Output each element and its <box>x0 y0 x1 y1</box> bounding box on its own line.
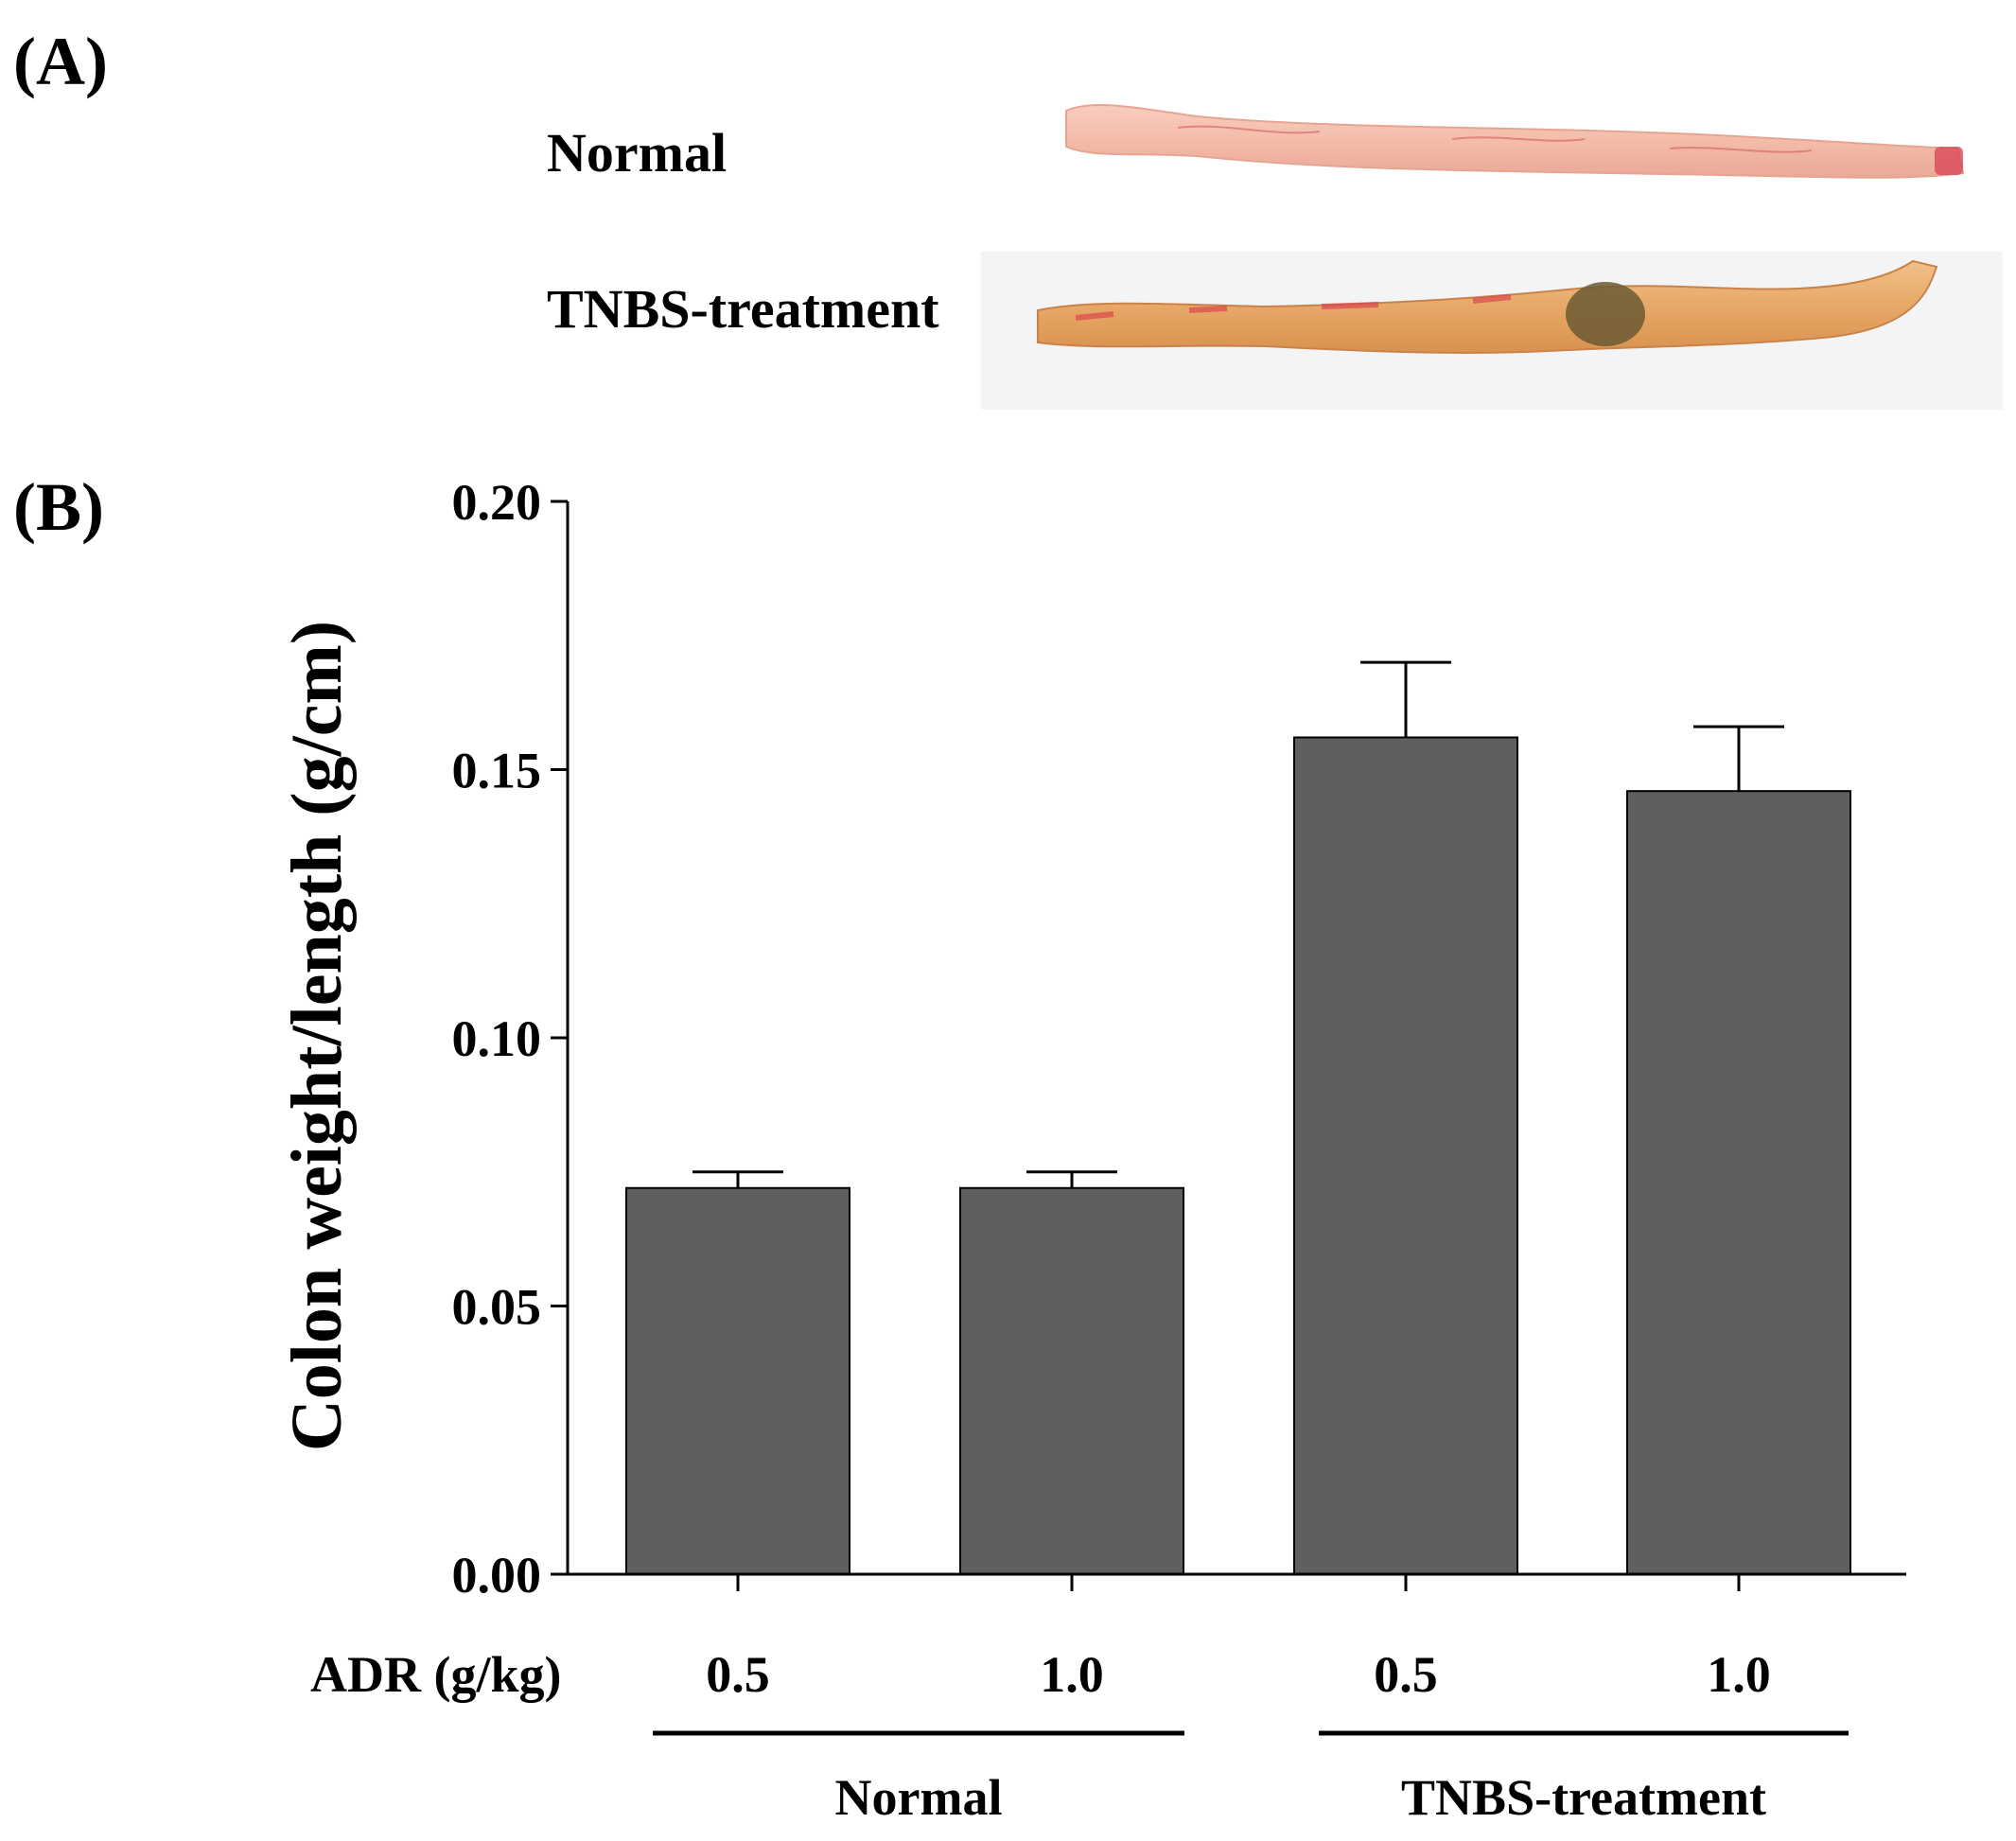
bar-2 <box>1293 736 1518 1575</box>
tnbs-colon-photo <box>981 252 2003 410</box>
x-tick-label-2: 0.5 <box>1374 1646 1438 1703</box>
adr-row-title: ADR (g/kg) <box>310 1646 562 1703</box>
group-label-0: Normal <box>835 1769 1003 1826</box>
bar-1 <box>959 1186 1184 1575</box>
y-tick-label-2: 0.10 <box>452 1010 542 1067</box>
x-ticks-layer: 0.5 1.0 0.5 1.0 <box>706 1574 1771 1703</box>
y-ticks-layer: 0.00 0.05 0.10 0.15 0.20 <box>452 474 568 1604</box>
bar-0 <box>625 1186 850 1575</box>
bar-3 <box>1626 790 1851 1575</box>
panel-b-label: (B) <box>13 469 104 545</box>
y-tick-label-0: 0.00 <box>452 1547 542 1604</box>
normal-colon-illustration <box>1065 104 1965 179</box>
group-brackets-layer: Normal TNBS-treatment <box>653 1730 1849 1826</box>
normal-colon-vessels <box>1177 125 1813 153</box>
normal-specimen-label: Normal <box>547 122 728 184</box>
y-tick-label-1: 0.05 <box>452 1279 542 1336</box>
y-tick-label-3: 0.15 <box>452 743 542 799</box>
x-tick-label-0: 0.5 <box>706 1646 770 1703</box>
group-label-1: TNBS-treatment <box>1401 1769 1766 1826</box>
tnbs-colon-illustration <box>1037 259 1938 354</box>
normal-colon-tissue <box>1065 104 1965 179</box>
tnbs-colon-lesion <box>1566 282 1645 346</box>
x-tick-label-1: 1.0 <box>1040 1646 1104 1703</box>
normal-colon-rectal-end <box>1935 147 1963 175</box>
bars-layer <box>625 736 1851 1575</box>
normal-colon-photo <box>1055 90 1982 208</box>
y-tick-label-4: 0.20 <box>452 474 542 531</box>
panel-a-label: (A) <box>13 24 108 99</box>
y-axis-title: Colon weight/length (g/cm) <box>277 621 357 1451</box>
error-bars-layer <box>692 660 1784 1188</box>
tnbs-specimen-label: TNBS-treatment <box>547 278 939 340</box>
tnbs-colon-hemorrhage <box>1075 294 1512 321</box>
x-tick-label-3: 1.0 <box>1707 1646 1771 1703</box>
